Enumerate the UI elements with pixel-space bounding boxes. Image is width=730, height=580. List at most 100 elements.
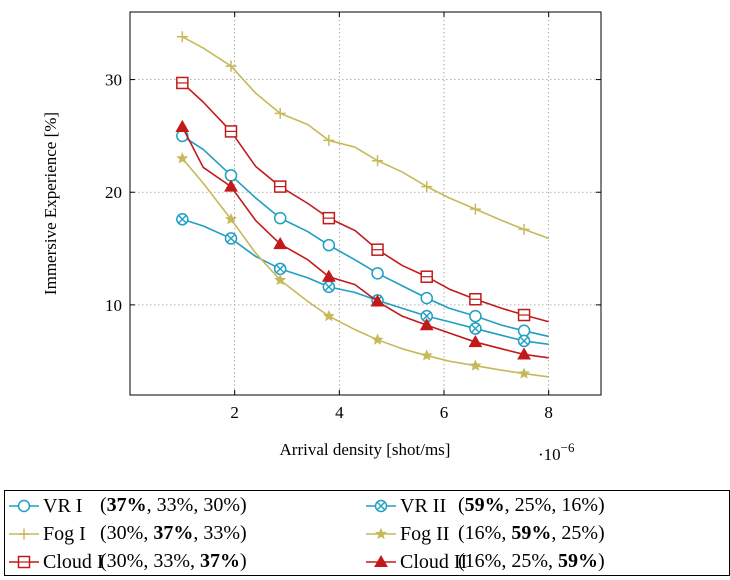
x-tick-label: 6 [440, 403, 449, 422]
data-point-cloud-i [420, 270, 433, 283]
legend-entry-cloud-ii: Cloud II (16%, 25%, 59%) [364, 548, 719, 576]
legend-marker-vr-ii [374, 499, 388, 513]
data-point-fog-ii [420, 349, 433, 361]
data-point-cloud-i [322, 211, 336, 225]
legend-share-value: 25% [514, 494, 552, 516]
legend-swatch-cloud-ii [366, 554, 396, 568]
legend-label: VR II [400, 494, 447, 517]
legend-share-value: 37% [106, 494, 147, 516]
legend-marker-vr-i [17, 499, 31, 513]
data-point-cloud-i [224, 125, 238, 138]
data-point-fog-ii [225, 212, 237, 225]
legend-entry-vr-i: VR I (37%, 33%, 30%) [7, 492, 362, 520]
data-point-vr-i [469, 309, 482, 323]
legend-share-value: 37% [153, 522, 194, 544]
legend-entry-cloud-i: Cloud I (30%, 33%, 37%) [7, 548, 362, 576]
data-point-cloud-i [176, 76, 189, 90]
data-point-vr-ii [273, 262, 287, 276]
legend-marker-fog-ii [375, 527, 387, 540]
series-fog-i [176, 31, 549, 240]
legend-entry-fog-ii: Fog II (16%, 59%, 25%) [364, 520, 719, 548]
legend-share-value: 59% [511, 522, 552, 544]
legend-swatch-fog-i [9, 528, 39, 540]
series-line-fog-ii [181, 157, 549, 378]
legend-share-value: 33% [153, 550, 191, 572]
legend-shares: (59%, 25%, 16%) [458, 494, 605, 516]
legend-swatch-vr-i [9, 499, 39, 513]
series-line-vr-ii [182, 218, 549, 346]
data-point-fog-ii [518, 367, 531, 379]
grid-lines [130, 12, 601, 395]
data-point-fog-ii [322, 309, 335, 322]
data-point-cloud-ii [175, 119, 190, 132]
legend-shares: (37%, 33%, 30%) [100, 494, 247, 516]
line-chart: 2 4 6 8 10 20 30 Arrival density [shot/ms] Imm… [41, 11, 602, 464]
plot-frame [129, 11, 602, 396]
legend-share-value: 25% [561, 522, 599, 544]
series-vr-i [176, 129, 549, 338]
data-point-cloud-i [517, 308, 531, 322]
series-line-cloud-i [181, 82, 549, 323]
legend-entry-fog-i: Fog I (30%, 37%, 33%) [7, 520, 362, 548]
data-point-vr-ii [517, 334, 531, 348]
legend-share-value: 16% [561, 494, 599, 516]
data-point-cloud-ii [321, 269, 336, 282]
data-point-cloud-ii [370, 294, 385, 307]
legend-share-value: 59% [558, 550, 599, 572]
legend-share-value: 33% [156, 494, 194, 516]
x-tick-label: 2 [230, 403, 239, 422]
legend-swatch-vr-ii [366, 499, 396, 513]
x-axis-scale-factor: ·10−6 [538, 440, 575, 464]
data-point-fog-i [372, 155, 384, 167]
x-tick-label: 4 [335, 403, 344, 422]
data-point-vr-ii [224, 232, 238, 245]
data-point-vr-i [371, 267, 384, 280]
legend-label: Fog I [43, 522, 86, 545]
legend-entry-vr-ii: VR II (59%, 25%, 16%) [364, 492, 719, 520]
legend-share-value: 16% [464, 550, 502, 572]
y-tick-label: 10 [105, 296, 122, 315]
legend-share-value: 37% [200, 550, 241, 572]
data-point-fog-i [176, 31, 188, 43]
y-tick-label: 20 [105, 183, 122, 202]
legend-label: Cloud I [43, 550, 104, 573]
data-point-fog-i [274, 107, 286, 119]
series-cloud-ii [175, 119, 549, 360]
legend-share-value: 59% [464, 494, 505, 516]
legend-share-value: 33% [203, 522, 241, 544]
data-point-cloud-ii [468, 334, 483, 348]
legend-shares: (16%, 25%, 59%) [458, 550, 605, 572]
data-point-vr-i [224, 169, 238, 182]
data-point-fog-ii [371, 333, 384, 345]
y-tick-label: 30 [105, 71, 122, 90]
axis-ticks: 2 4 6 8 10 20 30 [105, 12, 601, 422]
data-point-cloud-ii [517, 347, 531, 360]
data-point-vr-i [517, 324, 531, 338]
series-line-cloud-ii [181, 126, 549, 359]
data-point-fog-i [469, 203, 481, 215]
legend-shares: (30%, 37%, 33%) [100, 522, 247, 544]
series-cloud-i [176, 76, 549, 323]
data-point-vr-i [420, 291, 433, 305]
y-axis-label: Immersive Experience [%] [41, 112, 60, 295]
data-point-vr-ii [176, 213, 189, 226]
legend-marker-cloud-ii [374, 554, 388, 568]
series-line-vr-i [181, 135, 549, 338]
data-point-cloud-i [371, 243, 384, 256]
data-point-cloud-ii [273, 236, 288, 250]
data-point-fog-ii [274, 273, 287, 286]
legend-marker-cloud-i [17, 555, 31, 569]
legend-marker-fog-i [18, 528, 30, 540]
series-layer [175, 31, 549, 379]
series-fog-ii [176, 152, 549, 379]
data-point-fog-ii [469, 359, 482, 371]
data-point-vr-i [322, 238, 336, 252]
data-point-vr-ii [322, 280, 336, 294]
legend-share-value: 30% [106, 550, 144, 572]
legend-share-value: 25% [511, 550, 549, 572]
data-point-fog-i [518, 223, 530, 235]
x-tick-label: 8 [544, 403, 553, 422]
data-point-vr-i [273, 211, 287, 225]
series-line-fog-i [181, 36, 549, 240]
data-point-cloud-ii [224, 179, 238, 192]
